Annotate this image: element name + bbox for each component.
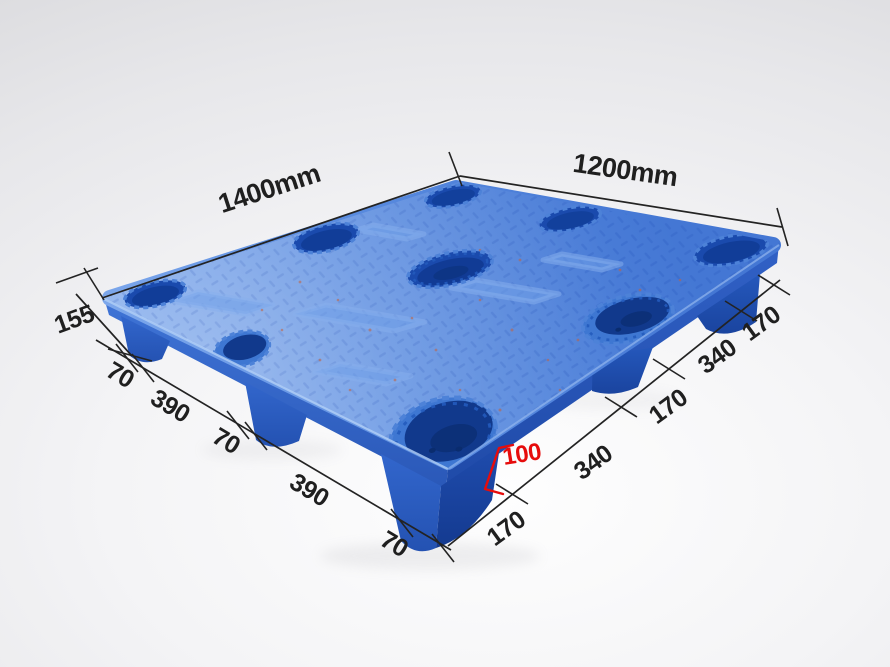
dim-line-1200: [459, 175, 783, 228]
dim-line-1400: [101, 175, 461, 299]
dim-group-leg-height: 100: [483, 438, 543, 496]
dim-line-bottom-left: [95, 339, 452, 551]
dim-label-1400mm: 1400mm: [215, 158, 324, 219]
dim-label-1200mm: 1200mm: [571, 148, 679, 192]
ground-shadows: [202, 390, 680, 570]
deck-front-left-edge-highlight: [103, 298, 449, 470]
dim-label-br-340-1: 340: [569, 439, 618, 485]
dim-label-br-340-2: 340: [693, 333, 742, 379]
dim-label-100: 100: [501, 438, 543, 471]
dim-line-bottom-right: [447, 279, 781, 547]
dim-label-bl-390-2: 390: [285, 468, 334, 513]
deck-front-right-edge-highlight: [447, 244, 780, 470]
deck-surface-detail: [101, 182, 781, 470]
dim-label-155: 155: [51, 299, 99, 339]
pallet-rim-left: [104, 298, 448, 490]
leg-height-red-line: [483, 443, 515, 496]
dim-label-br-170-2: 170: [644, 383, 693, 429]
dim-label-bl-390-1: 390: [146, 384, 195, 429]
pallet-graphic: [101, 180, 781, 552]
